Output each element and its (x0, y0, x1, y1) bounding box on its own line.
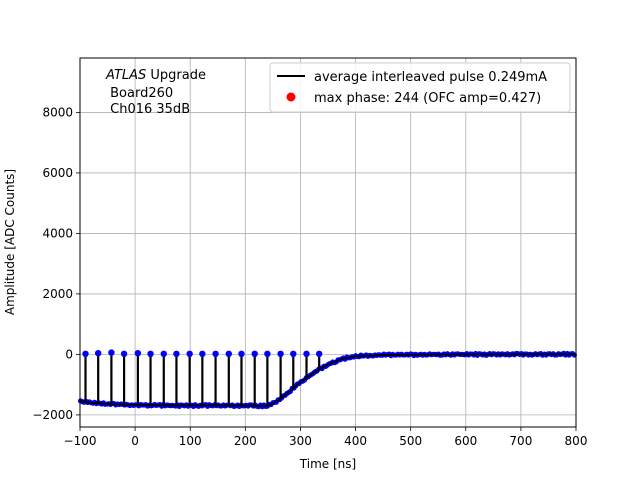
x-axis-label: Time [ns] (299, 457, 356, 471)
sample-high-point (303, 350, 310, 358)
x-tick-label: 800 (565, 434, 588, 448)
annotation-experiment: ATLAS (105, 68, 146, 83)
sample-high-point (212, 350, 219, 358)
annotation-line-1: ATLAS Upgrade (105, 68, 206, 83)
legend: average interleaved pulse 0.249mA max ph… (269, 62, 571, 113)
x-tick-label: 0 (131, 434, 139, 448)
x-tick-label: −100 (64, 434, 97, 448)
sample-high-point (225, 350, 232, 358)
sample-high-point (251, 350, 258, 358)
sample-high-point (238, 350, 245, 358)
sample-high-point (108, 349, 115, 356)
legend-dot-swatch (286, 92, 296, 102)
y-tick-label: 2000 (42, 287, 73, 301)
sample-high-point (147, 350, 154, 358)
legend-entry-line: average interleaved pulse 0.249mA (314, 70, 547, 85)
x-tick-label: 200 (234, 434, 257, 448)
y-tick-label: −2000 (32, 408, 73, 422)
annotation-line-3: Ch016 35dB (106, 102, 190, 117)
y-tick-label: 0 (65, 347, 73, 361)
ticks: −100 0 100 200 300 400 500 600 700 800 −2000 0 2000 4… (32, 105, 587, 448)
sample-high-point (315, 350, 323, 358)
sample-high-point (94, 350, 102, 357)
x-tick-label: 700 (509, 434, 532, 448)
annotation-upgrade: Upgrade (146, 68, 206, 83)
y-axis-label: Amplitude [ADC Counts] (3, 169, 17, 315)
x-tick-label: 500 (399, 434, 422, 448)
sample-high-point (134, 350, 142, 357)
y-tick-label: 6000 (42, 166, 73, 180)
y-tick-label: 8000 (42, 105, 73, 119)
x-tick-label: 100 (179, 434, 202, 448)
legend-entry-dot: max phase: 244 (OFC amp=0.427) (314, 91, 541, 106)
x-tick-label: 300 (289, 434, 312, 448)
y-tick-label: 4000 (42, 226, 73, 240)
axes-frame (79, 57, 577, 428)
sample-high-point (264, 350, 271, 358)
annotation-line-2: Board260 (106, 86, 173, 101)
plot-area (77, 349, 577, 410)
sample-high-point (290, 350, 297, 358)
sample-high-point (173, 350, 180, 358)
annotation: ATLAS Upgrade Board260 Ch016 35dB (105, 68, 206, 117)
sample-high-point (120, 350, 128, 358)
sample-high-point (277, 350, 284, 358)
sample-high-point (82, 350, 89, 358)
series-line-average-pulse (79, 353, 576, 407)
legend-box (269, 62, 571, 113)
sample-high-point (199, 350, 206, 358)
sample-high-point (160, 350, 167, 358)
sample-high-point (186, 350, 193, 358)
x-tick-label: 400 (344, 434, 367, 448)
x-tick-label: 600 (454, 434, 477, 448)
